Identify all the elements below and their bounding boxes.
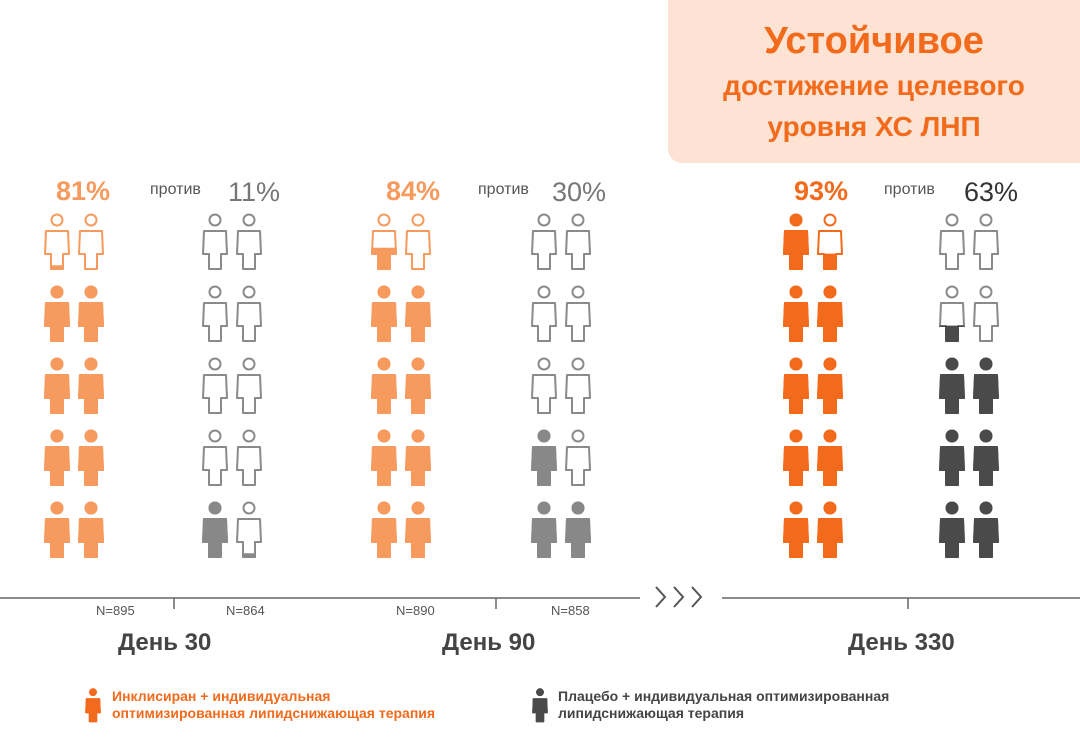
treatment-group-2-icon bbox=[405, 357, 431, 414]
placebo-group-2-icon bbox=[565, 213, 591, 270]
placebo-group-1-icon bbox=[202, 285, 228, 342]
versus-label-2: против bbox=[478, 181, 529, 198]
placebo-group-3-icon bbox=[973, 357, 999, 414]
day-label-2: День 90 bbox=[442, 629, 536, 656]
treatment-percent-1: 81% bbox=[56, 176, 111, 206]
placebo-group-3-icon bbox=[973, 501, 999, 558]
placebo-group-3-icon bbox=[973, 285, 999, 342]
placebo-group-2-icon bbox=[565, 429, 591, 486]
treatment-group-3-icon bbox=[817, 429, 843, 486]
treatment-group-3-icon bbox=[783, 285, 809, 342]
legend-placebo-line-2: липидснижающая терапия bbox=[558, 705, 744, 721]
treatment-group-1-icon bbox=[44, 429, 70, 486]
axis-break-chevron-icon bbox=[673, 586, 685, 608]
placebo-group-2-icon bbox=[531, 501, 557, 558]
treatment-group-2-icon bbox=[405, 429, 431, 486]
treatment-group-1-icon bbox=[44, 285, 70, 342]
treatment-group-2-icon bbox=[405, 213, 431, 270]
placebo-group-2-icon bbox=[531, 213, 557, 270]
placebo-percent-3: 63% bbox=[964, 177, 1019, 207]
treatment-group-3-icon bbox=[817, 501, 843, 558]
treatment-group-2-icon bbox=[371, 357, 397, 414]
legend-treatment-line-2: оптимизированная липидснижающая терапия bbox=[112, 705, 436, 721]
placebo-group-3-icon bbox=[939, 501, 965, 558]
treatment-group-1-icon bbox=[44, 501, 70, 558]
placebo-n-1: N=864 bbox=[226, 603, 265, 618]
axis-break-chevron-icon bbox=[691, 586, 703, 608]
treatment-percent-2: 84% bbox=[386, 176, 441, 206]
placebo-group-3-icon bbox=[939, 429, 965, 486]
treatment-n-1: N=895 bbox=[96, 603, 135, 618]
placebo-group-1-icon bbox=[236, 357, 262, 414]
treatment-percent-3: 93% bbox=[794, 176, 849, 206]
treatment-group-1-icon bbox=[78, 501, 104, 558]
treatment-group-2-icon bbox=[371, 285, 397, 342]
day-label-3: День 330 bbox=[848, 629, 955, 656]
placebo-group-1-icon bbox=[202, 213, 228, 270]
treatment-group-2-icon bbox=[371, 501, 397, 558]
treatment-group-1-icon bbox=[78, 357, 104, 414]
treatment-group-3-icon bbox=[783, 213, 809, 270]
treatment-group-2-icon bbox=[371, 429, 397, 486]
legend-placebo-icon bbox=[532, 688, 548, 723]
legend-treatment-icon bbox=[85, 688, 101, 723]
placebo-group-1-icon bbox=[236, 285, 262, 342]
legend-placebo-line-1: Плацебо + индивидуальная оптимизированна… bbox=[558, 688, 890, 704]
treatment-group-3-icon bbox=[817, 357, 843, 414]
placebo-group-1-icon bbox=[236, 429, 262, 486]
placebo-group-1-icon bbox=[202, 501, 228, 558]
treatment-group-1-icon bbox=[78, 285, 104, 342]
title-box: Устойчивое достижение целевого уровня ХС… bbox=[668, 0, 1080, 163]
treatment-group-2-icon bbox=[371, 213, 397, 270]
placebo-group-1-icon bbox=[202, 357, 228, 414]
treatment-n-2: N=890 bbox=[396, 603, 435, 618]
placebo-group-2-icon bbox=[565, 357, 591, 414]
versus-label-1: против bbox=[150, 181, 201, 198]
placebo-group-2-icon bbox=[565, 501, 591, 558]
treatment-group-1-icon bbox=[78, 213, 104, 270]
treatment-group-1-icon bbox=[78, 429, 104, 486]
placebo-group-3-icon bbox=[939, 285, 965, 342]
placebo-percent-1: 11% bbox=[228, 177, 281, 207]
placebo-group-2-icon bbox=[531, 357, 557, 414]
placebo-group-3-icon bbox=[939, 213, 965, 270]
placebo-percent-2: 30% bbox=[552, 177, 607, 207]
versus-label-3: против bbox=[884, 181, 935, 198]
treatment-group-1-icon bbox=[44, 213, 70, 270]
treatment-group-1-icon bbox=[44, 357, 70, 414]
placebo-group-3-icon bbox=[973, 429, 999, 486]
treatment-group-3-icon bbox=[783, 501, 809, 558]
treatment-group-2-icon bbox=[405, 501, 431, 558]
day-label-1: День 30 bbox=[118, 629, 212, 656]
placebo-group-2-icon bbox=[531, 429, 557, 486]
legend-treatment-line-1: Инклисиран + индивидуальная bbox=[112, 688, 331, 704]
treatment-group-2-icon bbox=[405, 285, 431, 342]
placebo-group-3-icon bbox=[973, 213, 999, 270]
treatment-group-3-icon bbox=[817, 213, 843, 270]
treatment-group-3-icon bbox=[783, 429, 809, 486]
axis-break-chevron-icon bbox=[655, 586, 667, 608]
placebo-group-2-icon bbox=[565, 285, 591, 342]
title-line-2: достижение целевого bbox=[723, 69, 1025, 101]
title-line-1: Устойчивое bbox=[764, 19, 984, 62]
treatment-group-3-icon bbox=[817, 285, 843, 342]
placebo-group-1-icon bbox=[236, 213, 262, 270]
treatment-group-3-icon bbox=[783, 357, 809, 414]
title-line-3: уровня ХС ЛНП bbox=[767, 110, 981, 142]
placebo-group-3-icon bbox=[939, 357, 965, 414]
placebo-group-1-icon bbox=[236, 501, 262, 558]
placebo-n-2: N=858 bbox=[551, 603, 590, 618]
placebo-group-2-icon bbox=[531, 285, 557, 342]
placebo-group-1-icon bbox=[202, 429, 228, 486]
